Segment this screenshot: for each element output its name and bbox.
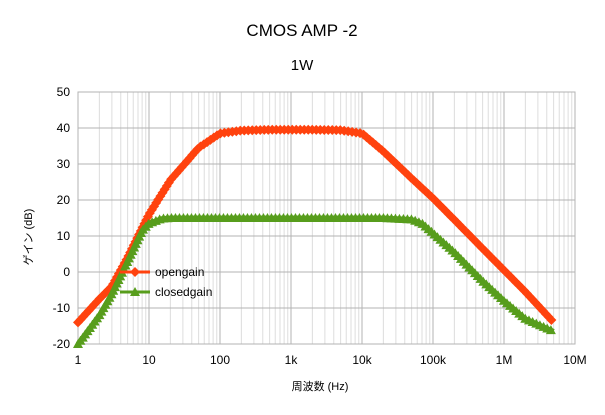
x-tick-label: 100k [420, 353, 447, 367]
y-tick-label: 20 [57, 193, 71, 207]
y-tick-label: 50 [57, 85, 71, 99]
y-tick-label: -20 [53, 337, 71, 351]
plot-frame [77, 91, 576, 345]
y-tick-label: 10 [57, 229, 71, 243]
y-axis-label: ゲイン (dB) [22, 209, 35, 266]
x-tick-label: 1 [75, 353, 82, 367]
tick-labels: 1 10 100 1k 10k 100k 1M 10M -20 -10 0 10 20 30 40 50 [53, 85, 587, 367]
point-opengain [482, 248, 493, 259]
legend-opengain-marker [130, 267, 140, 277]
point-opengain [502, 268, 513, 279]
x-tick-label: 1k [285, 353, 299, 367]
point-opengain [546, 314, 557, 325]
x-tick-label: 1M [496, 353, 513, 367]
y-tick-label: -10 [53, 301, 71, 315]
y-tick-label: 30 [57, 157, 71, 171]
chart-subtitle: 1W [291, 57, 314, 74]
legend-opengain-label: opengain [155, 265, 204, 279]
chart-title: CMOS AMP -2 [246, 21, 357, 40]
y-tick-label: 40 [57, 121, 71, 135]
legend-closedgain-marker [130, 287, 140, 296]
x-tick-label: 10M [563, 353, 586, 367]
x-axis-label: 周波数 (Hz) [292, 380, 349, 393]
legend-closedgain-label: closedgain [155, 285, 212, 299]
point-closedgain [545, 325, 556, 335]
x-tick-label: 10k [352, 353, 372, 367]
x-tick-label: 10 [142, 353, 156, 367]
legend: opengain closedgain [120, 265, 212, 299]
y-tick-label: 0 [63, 265, 70, 279]
x-tick-label: 100 [210, 353, 230, 367]
series-layer [73, 124, 557, 348]
